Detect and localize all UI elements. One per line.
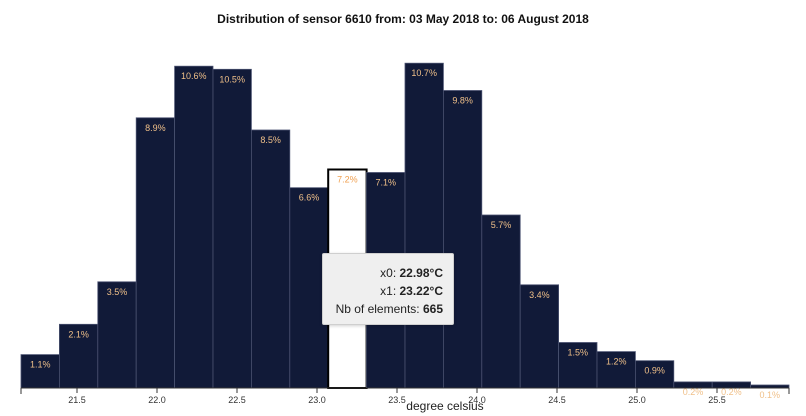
tooltip-x0-value: 22.98°C	[399, 266, 444, 280]
histogram-bar[interactable]	[250, 129, 291, 389]
bar-value-label: 0.1%	[760, 390, 781, 400]
bar-labels-layer: 1.1% 2.1% 3.5% 8.9% 10.6% 10.5% 8.5% 6.6% 7.2% 7.…	[30, 68, 780, 400]
histogram-bar[interactable]	[519, 284, 560, 389]
bar-value-label: 2.1%	[68, 329, 89, 339]
tooltip-count-row: Nb of elements: 665	[323, 300, 443, 318]
bar-value-label: 10.5%	[219, 74, 245, 84]
bar-value-label: 1.1%	[30, 360, 51, 370]
hover-tooltip: x0: 22.98°C x1: 23.22°C Nb of elements: …	[322, 253, 454, 325]
bar-value-label: 10.7%	[411, 68, 437, 78]
histogram-bar[interactable]	[635, 360, 675, 389]
bar-value-label: 1.5%	[568, 348, 589, 358]
x-axis-tick-label: 25.0	[628, 395, 646, 405]
bar-value-label: 10.6%	[181, 71, 207, 81]
bar-value-label: 0.2%	[721, 387, 742, 397]
x-axis-tick-label: 23.0	[308, 395, 326, 405]
histogram-bar[interactable]	[442, 90, 483, 389]
bar-value-label: 0.9%	[644, 366, 665, 376]
x-axis-tick-label: 25.5	[708, 395, 726, 405]
tooltip-x1-row: x1: 23.22°C	[323, 282, 443, 300]
bar-value-label: 8.5%	[260, 135, 281, 145]
x-axis-tick-label: 23.5	[388, 395, 406, 405]
x-axis-tick-label: 24.5	[548, 395, 566, 405]
bar-value-label: 9.8%	[452, 96, 473, 106]
chart-title: Distribution of sensor 6610 from: 03 May…	[217, 12, 589, 26]
bar-value-label: 3.4%	[529, 290, 550, 300]
tooltip-x0-row: x0: 22.98°C	[323, 264, 443, 282]
x-axis-tick-label: 22.5	[228, 395, 246, 405]
x-axis: 21.5 22.0 22.5 23.0 23.5 24.0 24.5 25.0 25.5	[20, 387, 790, 405]
histogram-bar[interactable]	[596, 351, 636, 389]
x-axis-tick-label: 24.0	[468, 395, 486, 405]
bar-value-label: 3.5%	[107, 287, 128, 297]
x-axis-tick-label: 22.0	[148, 395, 166, 405]
histogram-bar[interactable]	[97, 281, 137, 389]
histogram-bar[interactable]	[174, 65, 214, 389]
histogram-bar[interactable]	[212, 68, 252, 389]
tooltip-x1-value: 23.22°C	[399, 284, 444, 298]
x-axis-tick-label: 21.5	[68, 395, 86, 405]
tooltip-count-label: Nb of elements:	[335, 302, 420, 316]
bar-value-label: 1.2%	[606, 357, 627, 367]
bar-value-label: 0.2%	[683, 387, 704, 397]
bar-value-label: 8.9%	[145, 123, 166, 133]
tooltip-count-value: 665	[422, 302, 443, 316]
bar-value-label: 6.6%	[299, 193, 320, 203]
x-axis-title: degree celsius	[406, 399, 483, 413]
tooltip-x1-label: x1:	[380, 284, 397, 298]
histogram-bar[interactable]	[135, 117, 175, 389]
bars-layer	[20, 62, 790, 389]
tooltip-x0-label: x0:	[380, 266, 397, 280]
bar-value-label: 7.2%	[337, 175, 358, 185]
histogram-bar[interactable]	[558, 342, 598, 389]
histogram-bar[interactable]	[481, 214, 521, 389]
bar-value-label: 7.1%	[376, 178, 397, 188]
bar-value-label: 5.7%	[491, 220, 512, 230]
histogram-bar[interactable]	[404, 62, 444, 389]
